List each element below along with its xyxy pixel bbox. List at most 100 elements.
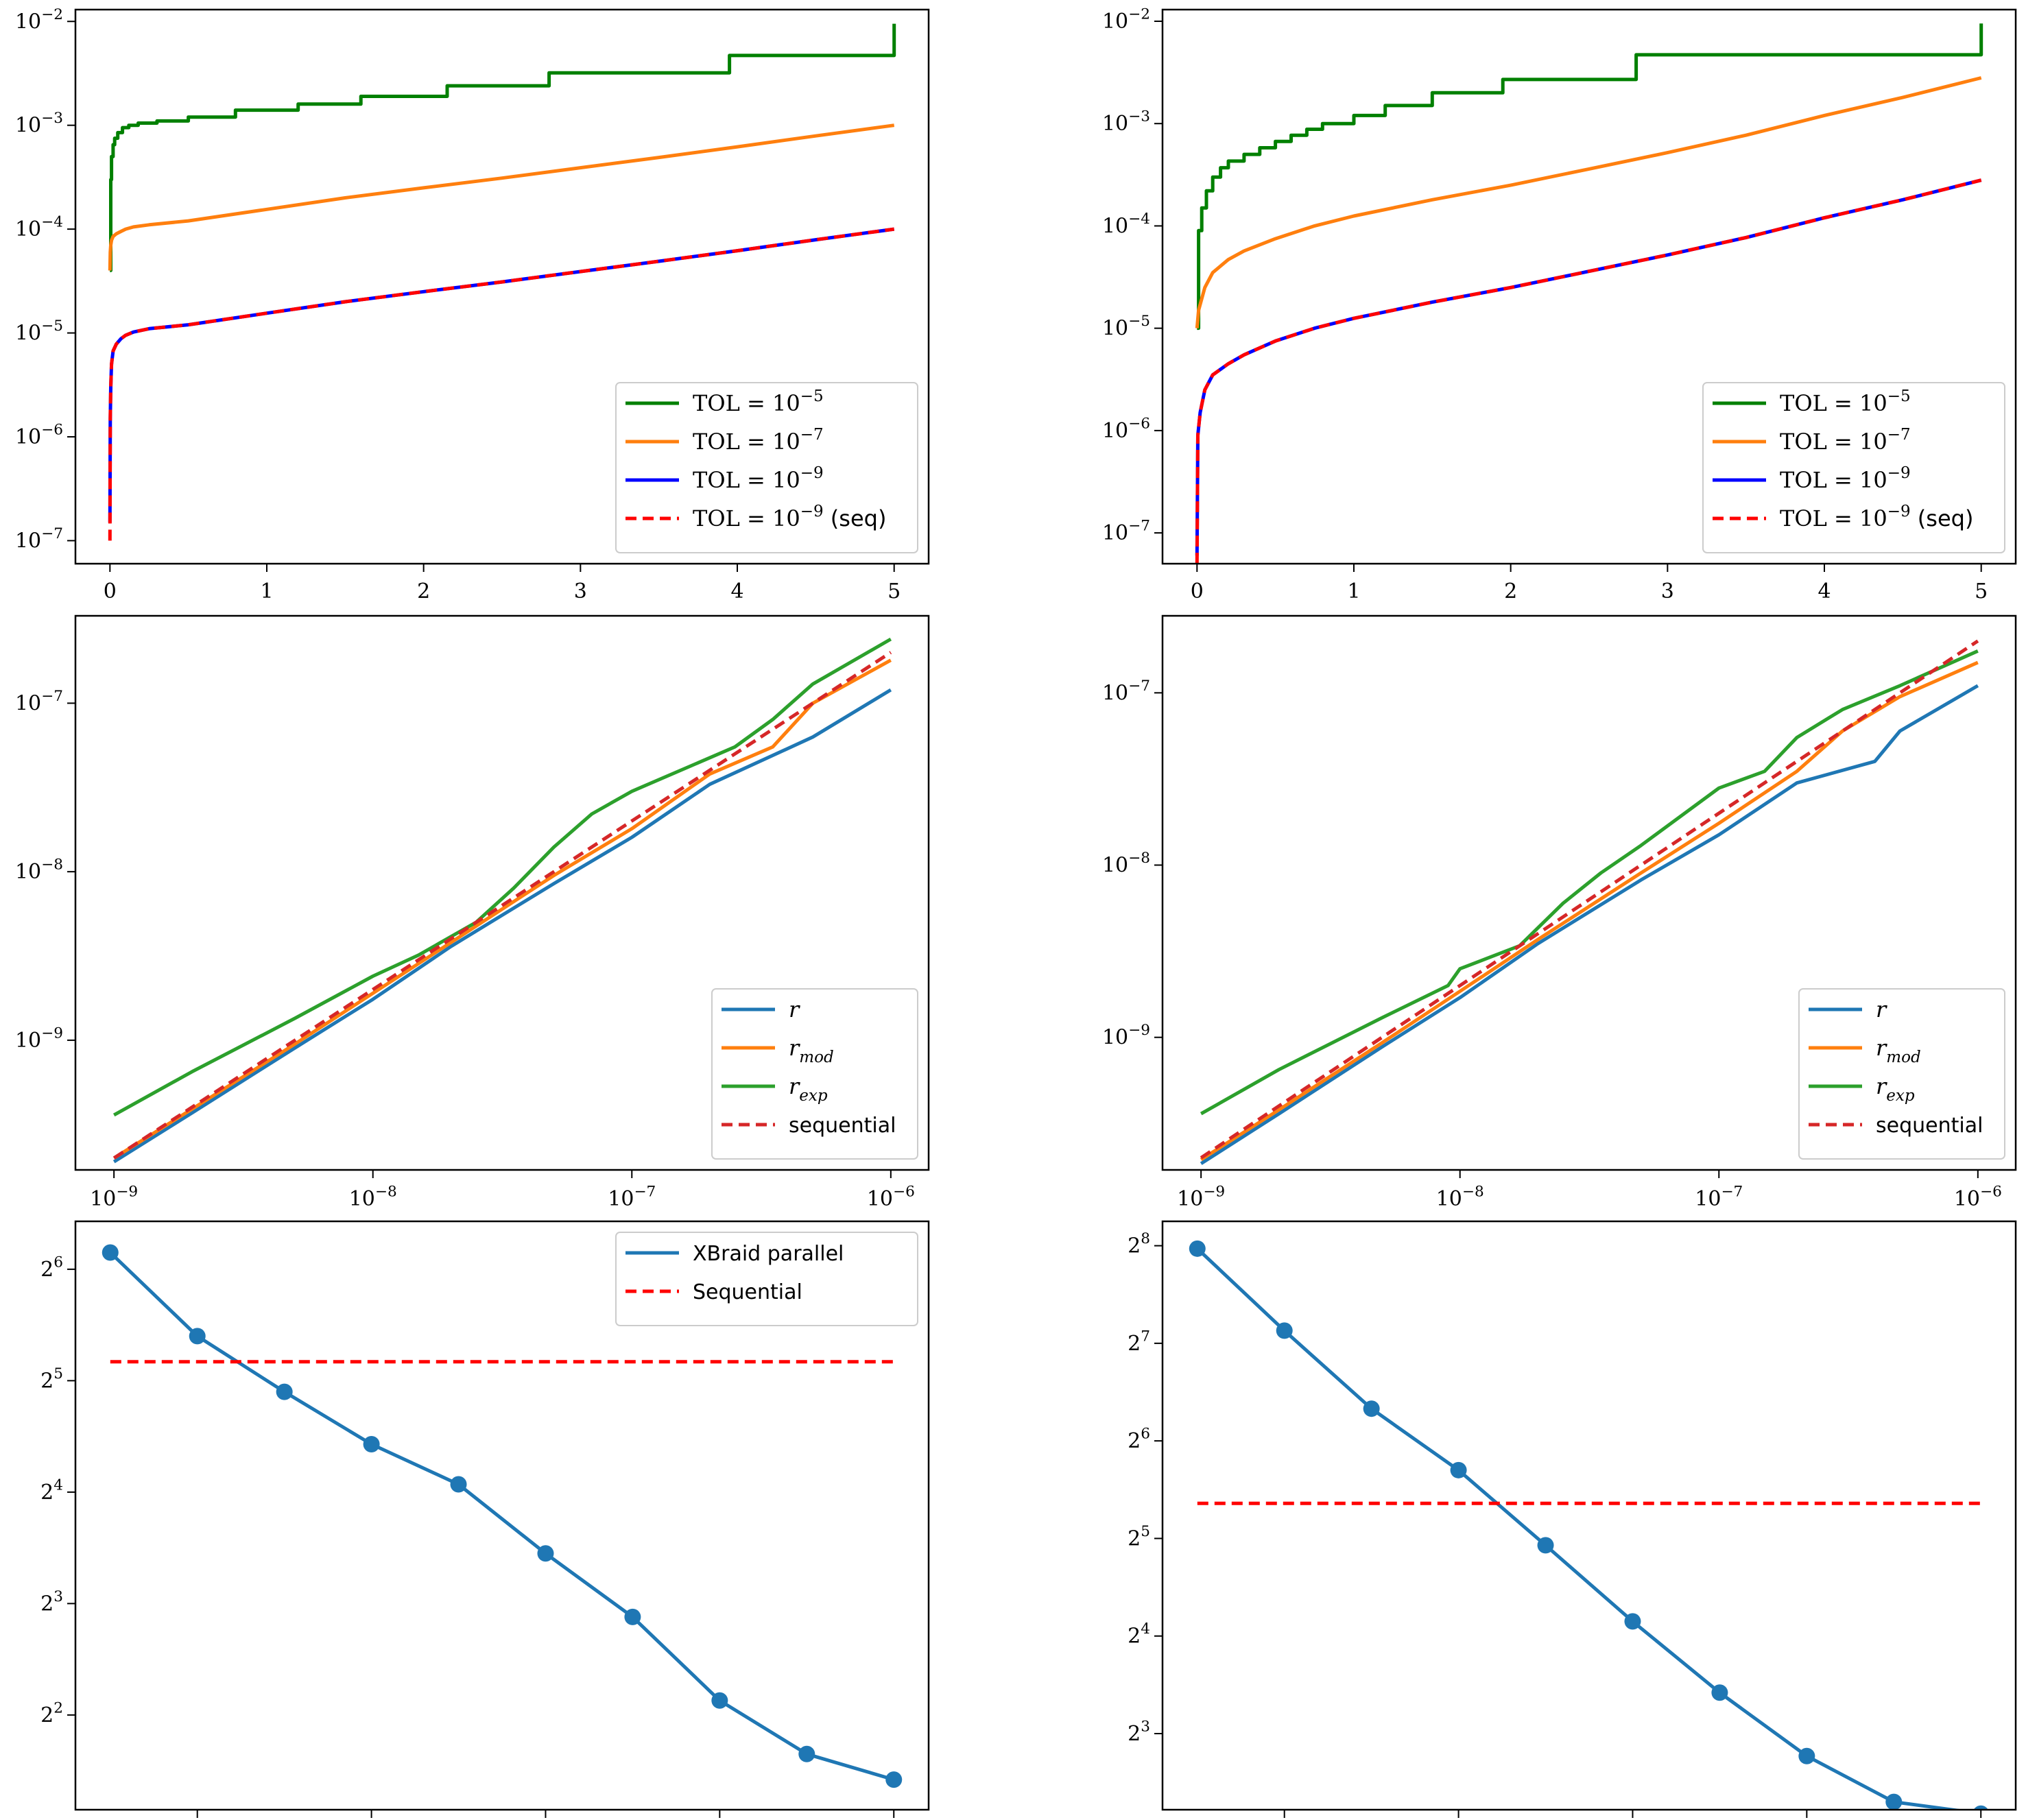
series-line-1 xyxy=(112,658,892,1160)
y-tick-label: 25 xyxy=(40,1365,63,1393)
plot-area xyxy=(1195,23,1983,564)
legend-label: sequential xyxy=(789,1114,896,1138)
axes-frame xyxy=(74,8,930,565)
y-tick-label: 10−7 xyxy=(15,688,63,716)
plot-area xyxy=(112,637,892,1164)
x-tick-label: 10−8 xyxy=(349,1184,397,1212)
y-tick-label: 10−4 xyxy=(15,214,63,242)
data-point xyxy=(276,1383,293,1400)
y-tick-label: 10−3 xyxy=(15,110,63,138)
legend: XBraid parallel Sequential xyxy=(615,1232,918,1326)
data-point xyxy=(1189,1240,1206,1257)
axes-frame xyxy=(1161,614,2017,1171)
series-line-0 xyxy=(112,688,892,1164)
x-tick-label: 5 xyxy=(887,579,901,603)
series-line-2 xyxy=(112,637,892,1117)
legend-label: rmod xyxy=(789,1035,834,1066)
y-tick-label: 10−9 xyxy=(15,1025,63,1053)
chart-panel-p2: 0 1 2 3 4 5 10−7 10−6 10−5 10−4 10−3 10−2 TOL = 10−5… xyxy=(1102,6,2017,603)
plot-area xyxy=(1200,639,1979,1165)
x-tick-label: 2 xyxy=(417,579,430,603)
y-tick-label: 10−5 xyxy=(15,318,63,346)
y-tick-label: 25 xyxy=(1128,1523,1150,1551)
legend-label: sequential xyxy=(1876,1114,1983,1138)
legend-label: TOL = 10−5 xyxy=(693,387,824,416)
data-point xyxy=(885,1771,903,1788)
data-point xyxy=(1363,1400,1380,1417)
y-tick-label: 10−7 xyxy=(15,525,63,553)
y-tick-label: 10−7 xyxy=(1102,518,1150,546)
x-tick-label: 5 xyxy=(1975,579,1988,603)
legend-label: TOL = 10−5 xyxy=(1780,387,1911,416)
series-line-3 xyxy=(108,227,895,541)
y-tick-label: 23 xyxy=(1128,1719,1150,1747)
legend-box xyxy=(1798,988,2005,1160)
series-line-0 xyxy=(109,1251,894,1782)
x-tick-label: 1 xyxy=(1347,579,1360,603)
data-point xyxy=(363,1436,380,1452)
y-tick-label: 24 xyxy=(40,1476,63,1505)
legend-label: r xyxy=(1876,996,1887,1022)
y-tick-label: 10−2 xyxy=(15,6,63,34)
series-line-0 xyxy=(1200,684,1979,1165)
x-tick-label: 10−6 xyxy=(1954,1184,2002,1212)
data-point xyxy=(537,1545,554,1562)
data-point xyxy=(798,1745,815,1762)
series-line-0 xyxy=(109,23,896,272)
y-tick-label: 10−2 xyxy=(1102,6,1150,34)
y-tick-label: 10−8 xyxy=(15,857,63,885)
x-tick-label: 10−7 xyxy=(608,1184,656,1212)
x-tick-label: 2 xyxy=(1504,579,1517,603)
plot-area xyxy=(108,23,896,541)
legend-label: Sequential xyxy=(693,1280,802,1304)
data-point xyxy=(450,1476,467,1493)
data-point xyxy=(1711,1684,1728,1701)
legend-box xyxy=(1702,382,2005,553)
y-tick-label: 10−4 xyxy=(1102,211,1150,239)
series-line-0 xyxy=(1196,1247,1965,1810)
legend: r rmod rexp sequential xyxy=(711,988,918,1160)
y-tick-label: 10−6 xyxy=(15,421,63,449)
y-tick-label: 22 xyxy=(40,1699,63,1727)
x-tick-label: 10−7 xyxy=(1695,1184,1743,1212)
series-line-2 xyxy=(1200,649,1979,1116)
x-tick-label: 10−9 xyxy=(90,1184,138,1212)
legend-label: TOL = 10−9 (seq) xyxy=(693,503,886,531)
series-line-1 xyxy=(108,123,895,271)
chart-panel-p5: 2426282102122223242526XBraid parallelSeq… xyxy=(40,1220,930,1818)
series-line-0 xyxy=(1197,23,1983,331)
legend: r rmod rexp sequential xyxy=(1798,988,2005,1160)
axes-frame xyxy=(1161,8,2017,565)
legend-label: TOL = 10−7 xyxy=(693,426,824,455)
legend-label: rexp xyxy=(1876,1073,1915,1105)
y-tick-label: 10−9 xyxy=(1102,1022,1150,1050)
axes-frame xyxy=(74,614,930,1171)
x-tick-label: 3 xyxy=(574,579,587,603)
data-point xyxy=(1537,1537,1554,1554)
legend-label: TOL = 10−9 (seq) xyxy=(1780,503,1973,531)
y-tick-label: 10−7 xyxy=(1102,678,1150,706)
plot-area xyxy=(102,1244,903,1788)
chart-panel-p1: 0 1 2 3 4 5 10−7 10−6 10−5 10−4 10−3 10−2 TOL = 10−5… xyxy=(15,6,930,603)
data-point xyxy=(1624,1613,1641,1630)
legend-label: rexp xyxy=(789,1073,828,1105)
y-tick-label: 26 xyxy=(1128,1426,1150,1454)
legend-box xyxy=(615,382,918,553)
legend-label: r xyxy=(789,996,800,1022)
y-tick-label: 26 xyxy=(40,1254,63,1282)
y-tick-label: 27 xyxy=(1128,1328,1150,1356)
data-point xyxy=(1276,1322,1293,1339)
x-tick-label: 0 xyxy=(104,579,117,603)
axes-frame xyxy=(1161,1220,2017,1811)
data-point xyxy=(1885,1793,1903,1810)
x-tick-label: 1 xyxy=(260,579,273,603)
y-tick-label: 10−8 xyxy=(1102,850,1150,878)
chart-panel-p4: 10−9 10−8 10−7 10−6 10−9 10−8 10−7 r rmod rexp seq… xyxy=(1102,614,2017,1212)
y-tick-label: 10−6 xyxy=(1102,415,1150,443)
chart-panel-p6: 242628210212232425262728 xyxy=(1128,1220,2017,1818)
series-line-3 xyxy=(1200,639,1979,1160)
legend-label: rmod xyxy=(1876,1035,1921,1066)
data-point xyxy=(624,1608,641,1625)
axes-frame xyxy=(74,1220,930,1811)
x-tick-label: 10−6 xyxy=(867,1184,915,1212)
